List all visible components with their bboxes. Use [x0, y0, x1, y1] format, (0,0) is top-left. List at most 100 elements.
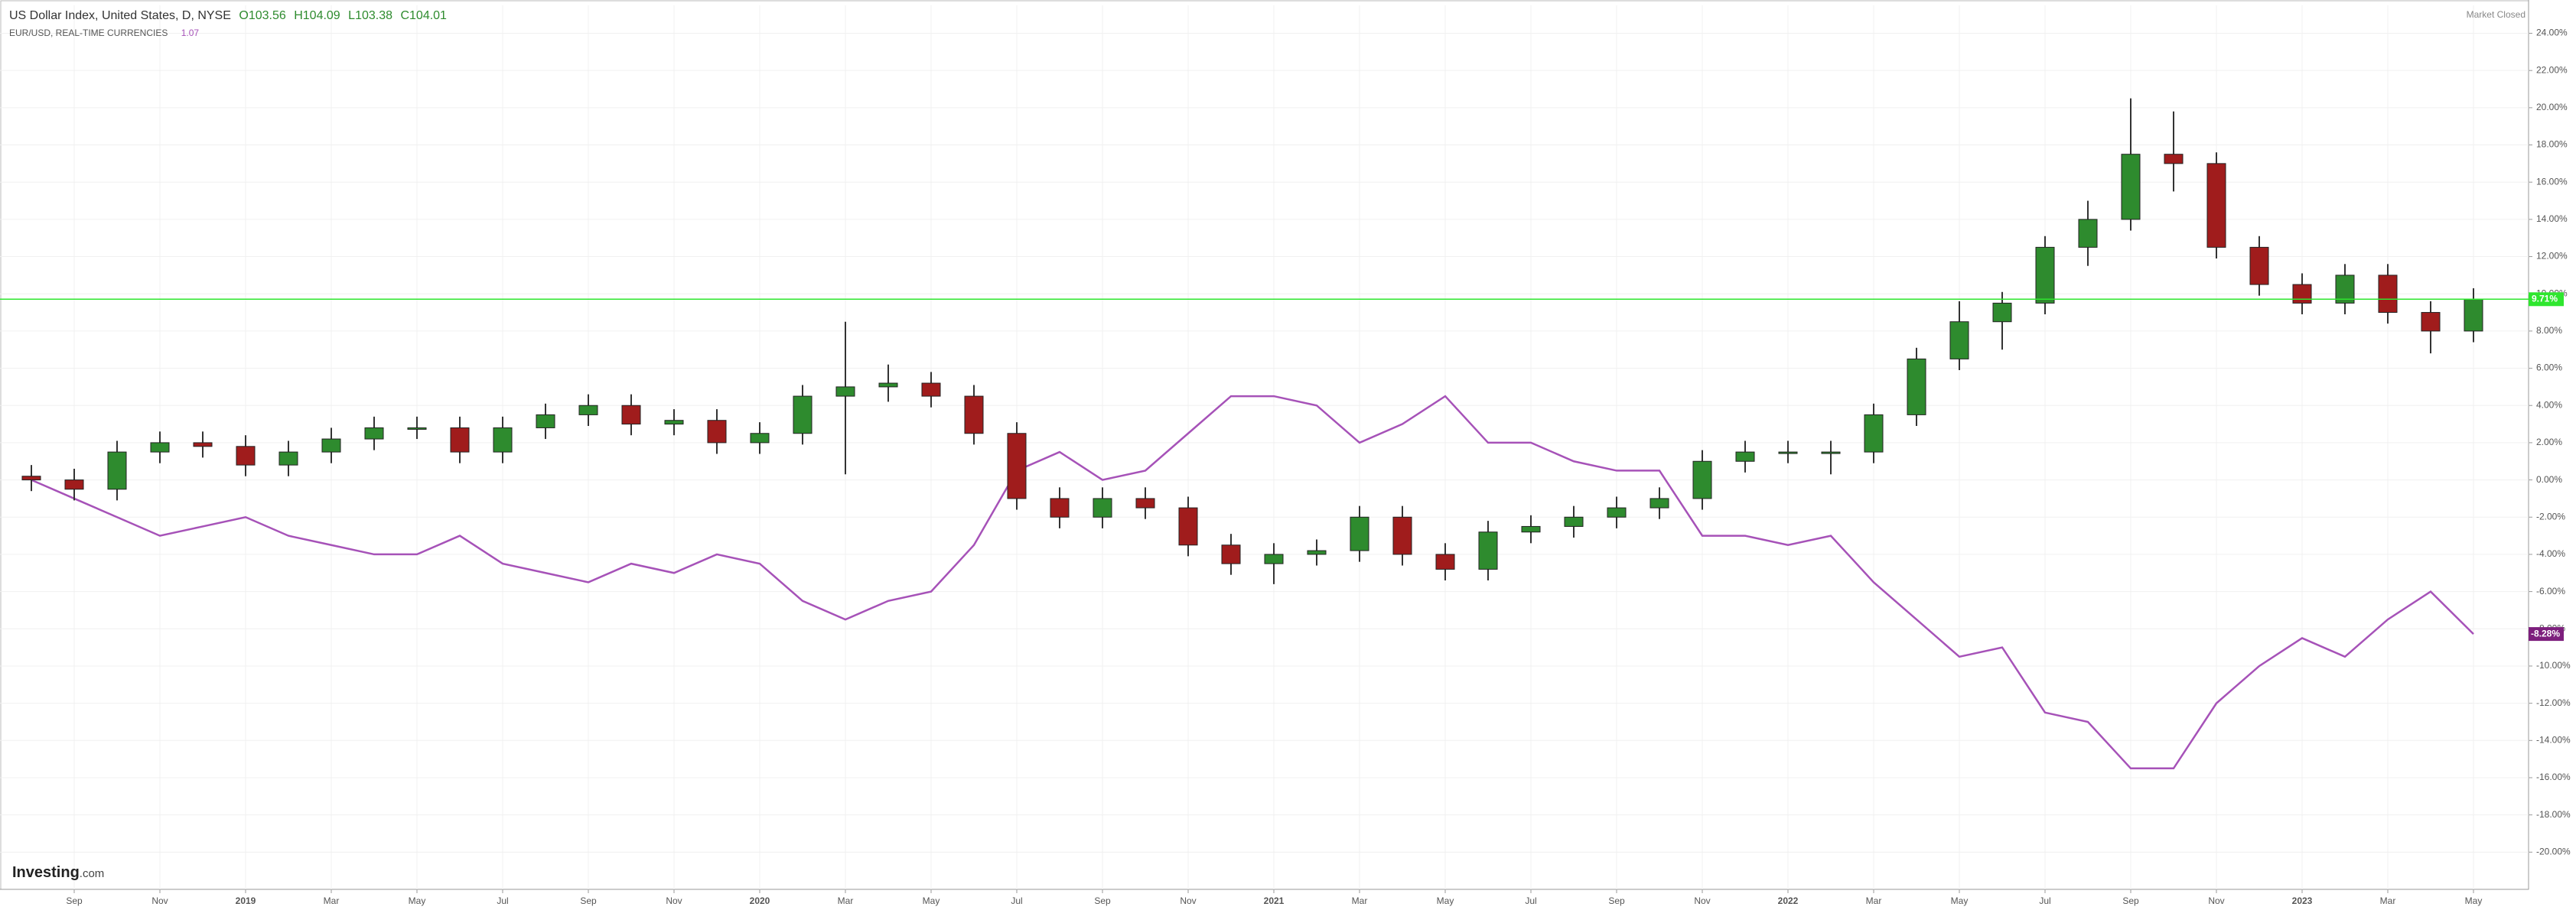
y-tick-label: 0.00% [2536, 474, 2562, 485]
x-tick-label: Mar [1866, 895, 1882, 906]
candle-body [964, 395, 984, 434]
y-tick-label: 20.00% [2536, 102, 2568, 112]
candle-body [1521, 525, 1541, 533]
x-tick-label: Jul [1525, 895, 1536, 906]
candle-body [21, 476, 41, 481]
y-tick-label: 12.00% [2536, 251, 2568, 262]
candle-body [1692, 460, 1712, 499]
x-tick-label: Sep [580, 895, 597, 906]
ohlc-label: H [294, 9, 303, 22]
main-row: US Dollar Index, United States, D, NYSE … [9, 8, 447, 24]
x-tick-label: May [2465, 895, 2483, 906]
x-tick-label: 2021 [1264, 895, 1285, 906]
candle-body [493, 427, 513, 453]
candle-body [1050, 498, 1070, 518]
last-label-box [2529, 292, 2564, 307]
candle-body [1307, 550, 1327, 555]
compare-line [31, 395, 2474, 770]
candle-body [450, 427, 470, 453]
candle-body [578, 405, 598, 415]
y-tick-label: 16.00% [2536, 176, 2568, 187]
candle-body [1949, 321, 1969, 359]
candle-body [2292, 284, 2312, 304]
brand-name: Investing [12, 864, 80, 881]
candle-body [364, 427, 384, 440]
y-tick-label: 4.00% [2536, 399, 2562, 410]
candle-body [1178, 507, 1198, 546]
x-tick-label: Jul [2039, 895, 2050, 906]
y-tick-label: -2.00% [2536, 511, 2565, 522]
candle-body [2249, 246, 2269, 285]
x-tick-label: Nov [666, 895, 682, 906]
candle-body [1435, 554, 1455, 570]
x-tick-label: Sep [1608, 895, 1625, 906]
ohlc-value: 103.38 [355, 9, 392, 22]
candle-body [64, 479, 84, 490]
y-tick-label: 6.00% [2536, 362, 2562, 373]
candle-body [2078, 219, 2098, 248]
compare-row: EUR/USD, REAL-TIME CURRENCIES 1.07 [9, 24, 447, 41]
ohlc-label: C [400, 9, 410, 22]
x-tick-label: 2020 [750, 895, 770, 906]
candle-body [1221, 544, 1241, 564]
x-tick-label: Nov [1694, 895, 1710, 906]
x-tick-label: May [1951, 895, 1969, 906]
x-tick-label: Sep [66, 895, 83, 906]
ohlc-label: L [348, 9, 356, 22]
candle-body [236, 446, 256, 466]
last-label: 9.71% [2532, 293, 2558, 304]
ohlc-value: 103.56 [248, 9, 286, 22]
candle-body [750, 433, 770, 444]
x-tick-label: Mar [838, 895, 854, 906]
x-tick-label: 2023 [2292, 895, 2313, 906]
header: US Dollar Index, United States, D, NYSE … [9, 8, 447, 41]
x-tick-label: Mar [1352, 895, 1368, 906]
y-tick-label: 24.00% [2536, 28, 2568, 38]
candle-body [878, 382, 898, 388]
x-tick-label: Sep [1094, 895, 1111, 906]
y-tick-label: -6.00% [2536, 586, 2565, 596]
candle-body [278, 451, 298, 466]
candle-body [793, 395, 813, 434]
candle-body [1478, 531, 1498, 570]
ohlc-value: 104.09 [302, 9, 340, 22]
candle-body [2035, 246, 2055, 304]
y-tick-label: 2.00% [2536, 437, 2562, 447]
candle-body [835, 386, 855, 397]
x-tick-label: 2022 [1778, 895, 1799, 906]
candle-body [1607, 507, 1627, 518]
y-tick-label: -10.00% [2536, 660, 2571, 671]
x-tick-label: Nov [151, 895, 168, 906]
x-tick-label: Nov [2208, 895, 2224, 906]
y-tick-label: -12.00% [2536, 697, 2571, 708]
brand-logo: Investing.com [12, 864, 104, 882]
candle-body [2121, 154, 2141, 220]
last-label-box [2529, 627, 2564, 642]
candle-body [1992, 302, 2012, 323]
candle-body [193, 442, 213, 447]
candle-body [1735, 451, 1755, 462]
candle-body [621, 405, 641, 425]
chart-title: US Dollar Index, United States, D, NYSE [9, 9, 231, 22]
x-tick-label: Nov [1180, 895, 1196, 906]
candle-body [1350, 516, 1369, 551]
candle-body [1564, 516, 1584, 527]
market-status: Market Closed [2466, 9, 2526, 20]
candle-body [407, 427, 427, 430]
candle-body [107, 451, 127, 490]
x-tick-label: May [409, 895, 426, 906]
candle-body [1907, 358, 1926, 415]
candle-body [1392, 516, 1412, 555]
y-tick-label: -14.00% [2536, 734, 2571, 745]
candle-body [921, 382, 941, 397]
y-tick-label: -20.00% [2536, 846, 2571, 856]
brand-suffix: .com [79, 867, 105, 880]
compare-price: 1.07 [181, 28, 200, 38]
candle-body [2464, 298, 2483, 332]
compare-name: EUR/USD, REAL-TIME CURRENCIES [9, 28, 168, 38]
candle-body [2421, 312, 2441, 332]
candle-body [1864, 414, 1884, 453]
candle-body [707, 420, 727, 444]
